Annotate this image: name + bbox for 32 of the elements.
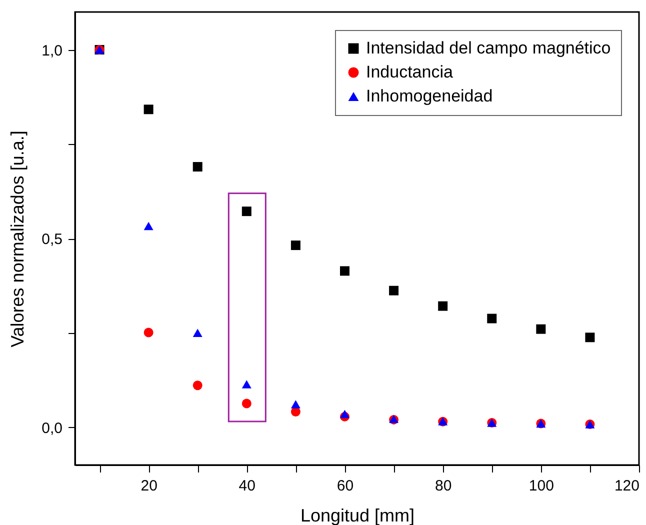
point: [389, 286, 399, 296]
point: [438, 301, 448, 311]
point: [144, 328, 154, 338]
point: [192, 328, 202, 337]
point: [242, 380, 252, 388]
x-tick-label: 120: [614, 478, 640, 494]
y-axis-title: Valores normalizados [u.a.]: [8, 130, 28, 348]
y-tick-label: 0,5: [42, 231, 62, 248]
point: [340, 266, 350, 276]
point: [144, 222, 154, 230]
x-tick-label: 60: [336, 478, 354, 494]
x-tick-label: 100: [528, 478, 554, 494]
point: [585, 332, 595, 342]
point: [290, 240, 300, 250]
legend-label: Inductancia: [366, 62, 454, 82]
x-tick-label: 80: [434, 478, 452, 494]
legend-label: Inhomogeneidad: [366, 86, 493, 106]
point: [242, 398, 252, 408]
x-tick-label: 20: [140, 478, 158, 494]
point: [340, 410, 350, 418]
point: [487, 314, 497, 324]
y-tick-label: 0,0: [42, 420, 62, 437]
point: [242, 206, 252, 216]
x-axis-title: Longitud [mm]: [300, 506, 415, 525]
point: [144, 104, 154, 114]
legend-label: Intensidad del campo magnético: [366, 38, 611, 58]
point: [192, 162, 202, 172]
point: [536, 324, 546, 334]
y-tick-label: 1,0: [42, 42, 62, 60]
point: [290, 400, 300, 408]
x-tick-label: 40: [238, 478, 256, 494]
point: [192, 380, 202, 390]
